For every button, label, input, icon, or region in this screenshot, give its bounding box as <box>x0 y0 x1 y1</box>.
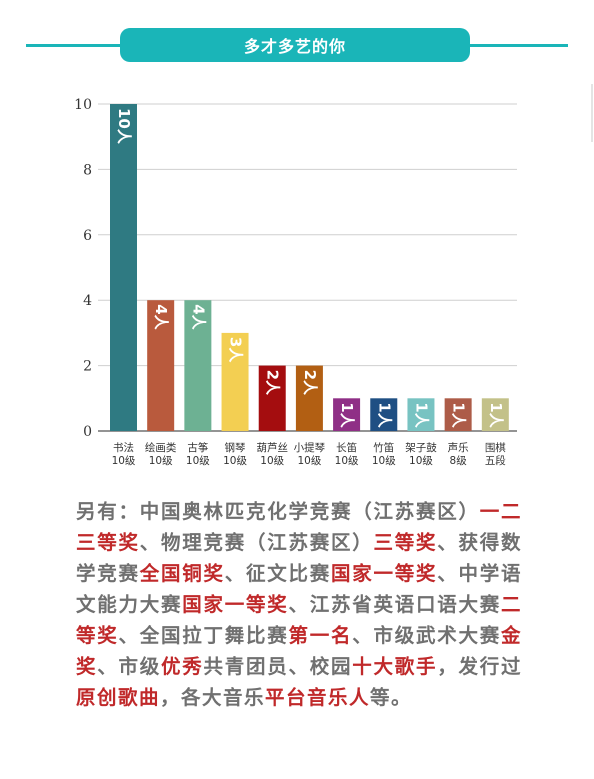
highlight-text: 原创歌曲 <box>76 686 161 709</box>
y-tick-label: 10 <box>74 97 92 113</box>
data-label: 2人 <box>301 370 319 396</box>
note-text: 、市级 <box>97 655 161 678</box>
highlight-text: 二等奖 <box>76 593 522 647</box>
highlight-text: 优秀 <box>161 655 204 678</box>
highlight-text: 平台音乐人 <box>265 686 371 709</box>
x-tick-label: 竹笛 10级 <box>372 441 396 467</box>
bar <box>407 398 435 431</box>
section-header: 多才多艺的你 <box>0 28 594 62</box>
note-text: 、中学语文能力大赛 <box>76 562 522 616</box>
x-tick-label: 围棋五段 <box>485 441 506 467</box>
data-label: 2人 <box>264 370 282 396</box>
y-tick-label: 4 <box>83 293 92 309</box>
highlight-text: 国家一等奖 <box>182 593 289 616</box>
bar <box>147 300 175 431</box>
data-label: 3人 <box>227 337 245 363</box>
data-label: 1人 <box>338 402 356 428</box>
bar <box>221 332 249 431</box>
bar <box>258 365 286 431</box>
x-tick-label: 长笛 10级 <box>335 441 359 467</box>
highlight-text: 第一名 <box>288 624 353 647</box>
bar <box>481 398 509 431</box>
highlight-text: 国家一等奖 <box>330 562 438 585</box>
note-text: ，发行过 <box>437 655 522 678</box>
data-label: 1人 <box>375 402 393 428</box>
x-tick-label: 架子鼓 10级 <box>405 441 437 467</box>
header-line-left <box>26 44 126 47</box>
x-tick-label: 葫芦丝 10级 <box>256 442 288 467</box>
y-tick-label: 0 <box>83 424 92 440</box>
x-tick-label: 古筝 10级 <box>186 441 210 467</box>
highlight-text: 全国铜奖 <box>139 562 225 585</box>
data-label: 1人 <box>412 402 430 428</box>
note-text: 、获得数学竞赛 <box>76 531 522 585</box>
note-text: 、江苏省英语口语大赛 <box>288 593 501 616</box>
bar <box>184 300 212 431</box>
note-text: 共青团员、校园 <box>203 655 353 678</box>
y-tick-label: 6 <box>83 228 92 244</box>
achievements-note: 另有：中国奥林匹克化学竞赛（江苏赛区）一二三等奖、物理竞赛（江苏赛区）三等奖、获… <box>76 496 522 713</box>
bar <box>295 365 323 431</box>
data-label: 4人 <box>189 304 207 330</box>
note-text: 等。 <box>370 686 413 709</box>
data-label: 1人 <box>487 402 505 428</box>
highlight-text: 三等奖 <box>373 531 438 554</box>
y-tick-label: 2 <box>83 359 92 375</box>
bar <box>444 398 472 431</box>
note-text: 另有：中国奥林匹克化学竞赛（江苏赛区） <box>76 500 480 523</box>
bar <box>370 398 398 431</box>
edge-divider <box>591 84 593 142</box>
note-text: 、物理竞赛（江苏赛区） <box>139 531 374 554</box>
highlight-text: 金奖 <box>76 624 522 678</box>
note-text: 、全国拉丁舞比赛 <box>118 624 289 647</box>
x-tick-label: 声乐 8级 <box>448 441 469 467</box>
data-label: 10人 <box>115 108 133 145</box>
x-tick-label: 小提琴 10级 <box>294 442 326 467</box>
highlight-text: 一二三等奖 <box>76 500 522 554</box>
x-tick-label: 书法 10级 <box>112 441 136 467</box>
y-tick-label: 8 <box>83 162 92 178</box>
note-text: ，各大音乐 <box>160 686 266 709</box>
header-title: 多才多艺的你 <box>120 28 470 62</box>
note-text: 、市级武术大赛 <box>352 624 501 647</box>
x-tick-label: 绘画类 10级 <box>145 441 177 467</box>
bar <box>110 104 137 431</box>
data-label: 1人 <box>450 402 468 428</box>
highlight-text: 十大歌手 <box>352 655 438 678</box>
bar <box>333 398 361 431</box>
data-label: 4人 <box>152 304 170 330</box>
x-tick-label: 钢琴 10级 <box>223 441 247 467</box>
note-text: 、征文比赛 <box>224 562 331 585</box>
header-line-right <box>468 44 568 47</box>
